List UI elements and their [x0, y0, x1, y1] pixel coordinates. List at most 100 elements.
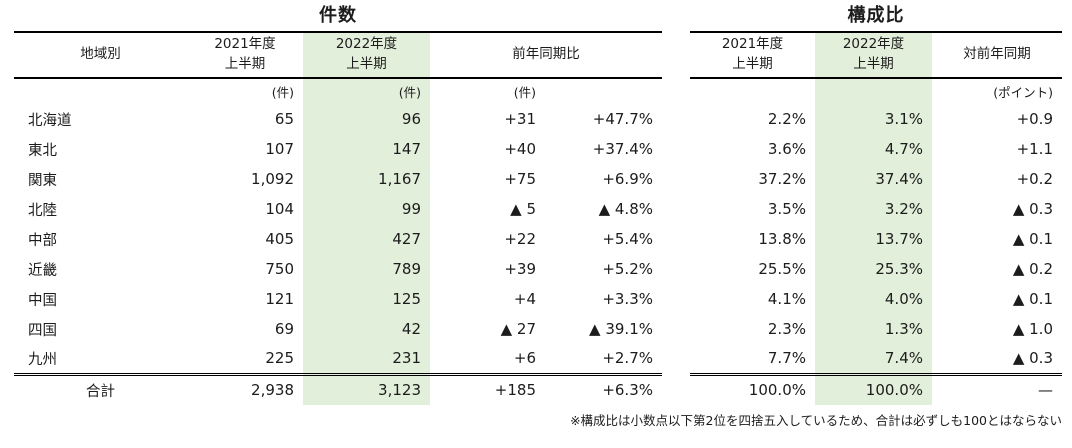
diff_pct-cell: ▲ 39.1% — [589, 320, 653, 338]
diff-cell: +39 — [504, 260, 536, 278]
table-row: 25.5% 25.3% ▲ 0.2 — [690, 254, 1062, 284]
share2022-cell: 13.7% — [815, 224, 932, 254]
fy2021-cell: 69 — [274, 320, 294, 338]
diff_pct-cell: +6.9% — [602, 170, 653, 188]
table-row: 37.2% 37.4% +0.2 — [690, 164, 1062, 194]
point-cell: ▲ 0.1 — [1012, 230, 1053, 248]
diff_pct-cell: +3.3% — [602, 290, 653, 308]
fy2021-cell: 2,938 — [187, 372, 303, 405]
column-header-fy2021: 2021年度 上半期 — [187, 31, 303, 79]
table-row: 近畿 750 789 +39 +5.2% — [14, 254, 662, 284]
fy2021-cell: 121 — [265, 290, 294, 308]
column-header-point: 対前年同期 — [932, 31, 1062, 79]
region-cell: 北海道 — [28, 112, 72, 129]
point-cell: +0.2 — [1016, 170, 1053, 188]
share2021-cell: 25.5% — [758, 260, 806, 278]
share2022-cell: 100.0% — [815, 372, 932, 405]
region-cell: 東北 — [28, 142, 57, 159]
total-row: 合計 2,938 3,123 +185 +6.3% — [14, 372, 662, 405]
column-header-region: 地域別 — [14, 31, 187, 79]
share2021-cell: 7.7% — [767, 349, 806, 368]
share-header-row: 2021年度 上半期 2022年度 上半期 対前年同期 — [690, 31, 1062, 79]
table-row: 東北 107 147 +40 +37.4% — [14, 134, 662, 164]
region-cell: 中部 — [28, 232, 57, 249]
region-cell: 四国 — [28, 322, 57, 339]
fy2022-cell: 789 — [303, 254, 430, 284]
fy2022-cell: 125 — [303, 284, 430, 314]
unit-cell-fy2021: (件) — [271, 85, 294, 100]
share-section-title: 構成比 — [847, 5, 905, 26]
fy2021-cell: 750 — [265, 260, 294, 278]
share2021-cell: 3.6% — [767, 140, 806, 158]
column-header-share-fy2021: 2021年度 上半期 — [690, 31, 815, 79]
share2022-cell: 7.4% — [815, 344, 932, 374]
diff_pct-cell: +2.7% — [602, 349, 653, 368]
table-row: 北陸 104 99 ▲ 5 ▲ 4.8% — [14, 194, 662, 224]
diff-cell: ▲ 5 — [510, 200, 536, 218]
tables-container: 件数 地域別 2021年度 上半期 2022年度 上半期 前年同期比 (件) — [0, 2, 1072, 405]
table-row: 四国 69 42 ▲ 27 ▲ 39.1% — [14, 314, 662, 344]
point-cell: — — [932, 372, 1062, 405]
column-header-yoy: 前年同期比 — [430, 31, 662, 79]
diff_pct-cell: +37.4% — [592, 140, 653, 158]
diff_pct-cell: +47.7% — [592, 110, 653, 128]
diff-cell: +22 — [504, 230, 536, 248]
table-row: 3.5% 3.2% ▲ 0.3 — [690, 194, 1062, 224]
fy2022-cell: 96 — [303, 104, 430, 134]
region-cell: 合計 — [14, 372, 187, 405]
share2021-cell: 2.3% — [767, 320, 806, 338]
fy2021-cell: 225 — [265, 349, 294, 368]
column-header-share-fy2022: 2022年度 上半期 — [815, 31, 932, 79]
unit-cell-fy2022: (件) — [303, 78, 430, 104]
fy2021-cell: 65 — [274, 110, 294, 128]
table-row: 九州 225 231 +6 +2.7% — [14, 344, 662, 374]
diff_pct-cell: +5.4% — [602, 230, 653, 248]
table-row: 中部 405 427 +22 +5.4% — [14, 224, 662, 254]
point-cell: ▲ 0.3 — [1012, 200, 1053, 218]
share2022-cell: 4.0% — [815, 284, 932, 314]
count-section-title: 件数 — [319, 5, 357, 26]
share2022-cell: 25.3% — [815, 254, 932, 284]
table-row: 13.8% 13.7% ▲ 0.1 — [690, 224, 1062, 254]
share2021-cell: 4.1% — [767, 290, 806, 308]
fy2021-cell: 1,092 — [251, 170, 294, 188]
share2022-cell: 1.3% — [815, 314, 932, 344]
fy2022-cell: 1,167 — [303, 164, 430, 194]
region-cell: 九州 — [28, 351, 57, 368]
point-cell: ▲ 0.2 — [1012, 260, 1053, 278]
region-cell: 北陸 — [28, 202, 57, 219]
unit-cell-empty — [815, 78, 932, 104]
table-row: 3.6% 4.7% +1.1 — [690, 134, 1062, 164]
point-cell: ▲ 0.3 — [1012, 349, 1053, 368]
diff-cell: +40 — [504, 140, 536, 158]
point-cell: ▲ 0.1 — [1012, 290, 1053, 308]
diff-cell: +31 — [504, 110, 536, 128]
point-cell: +0.9 — [1016, 110, 1053, 128]
diff_pct-cell: ▲ 4.8% — [598, 200, 653, 218]
region-cell: 関東 — [28, 172, 57, 189]
diff-cell: +4 — [513, 290, 536, 308]
count-section: 件数 地域別 2021年度 上半期 2022年度 上半期 前年同期比 (件) — [14, 2, 662, 405]
footnote: ※構成比は小数点以下第2位を四捨五入しているため、合計は必ずしも100とはならな… — [570, 413, 1062, 428]
share-table: 2021年度 上半期 2022年度 上半期 対前年同期 (ポイント) 2.2% 3… — [690, 31, 1062, 405]
count-table: 地域別 2021年度 上半期 2022年度 上半期 前年同期比 (件) (件) … — [14, 31, 662, 405]
fy2022-cell: 3,123 — [303, 372, 430, 405]
table-row: 北海道 65 96 +31 +47.7% — [14, 104, 662, 134]
share2021-cell: 2.2% — [767, 110, 806, 128]
count-header-row: 地域別 2021年度 上半期 2022年度 上半期 前年同期比 — [14, 31, 662, 79]
share2021-cell: 37.2% — [758, 170, 806, 188]
share2022-cell: 3.2% — [815, 194, 932, 224]
count-units-row: (件) (件) (件) — [14, 78, 662, 104]
table-row: 2.3% 1.3% ▲ 1.0 — [690, 314, 1062, 344]
fy2022-cell: 42 — [303, 314, 430, 344]
diff-cell: +75 — [504, 170, 536, 188]
fy2022-cell: 231 — [303, 344, 430, 374]
point-cell: ▲ 1.0 — [1012, 320, 1053, 338]
fy2021-cell: 405 — [265, 230, 294, 248]
fy2022-cell: 427 — [303, 224, 430, 254]
unit-cell-empty — [690, 78, 815, 104]
share-section: 構成比 2021年度 上半期 2022年度 上半期 対前年同期 (ポイント) — [690, 2, 1062, 405]
fy2021-cell: 107 — [265, 140, 294, 158]
diff-cell: +185 — [430, 372, 545, 405]
